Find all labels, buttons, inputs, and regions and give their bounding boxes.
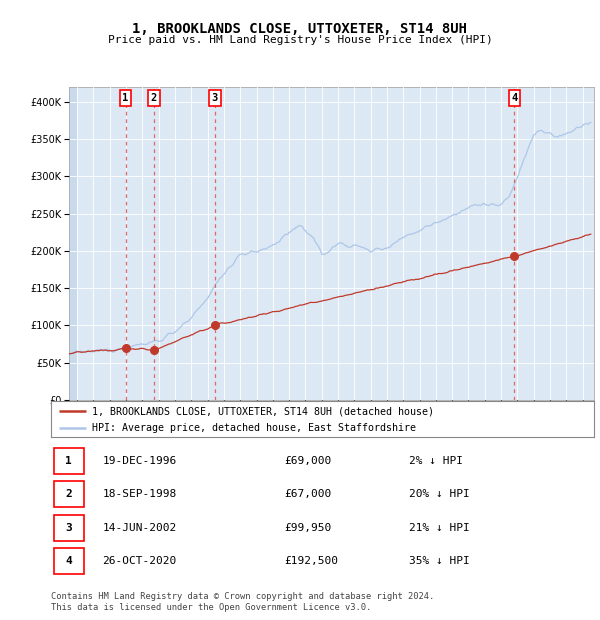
Text: 1, BROOKLANDS CLOSE, UTTOXETER, ST14 8UH (detached house): 1, BROOKLANDS CLOSE, UTTOXETER, ST14 8UH…	[92, 406, 434, 416]
Text: 19-DEC-1996: 19-DEC-1996	[103, 456, 177, 466]
Text: 26-OCT-2020: 26-OCT-2020	[103, 556, 177, 566]
Text: 1: 1	[65, 456, 72, 466]
Bar	[69, 87, 77, 400]
Text: Contains HM Land Registry data © Crown copyright and database right 2024.: Contains HM Land Registry data © Crown c…	[51, 592, 434, 601]
Text: 2: 2	[65, 489, 72, 499]
Text: £69,000: £69,000	[284, 456, 332, 466]
Text: £99,950: £99,950	[284, 523, 332, 533]
Text: 2% ↓ HPI: 2% ↓ HPI	[409, 456, 463, 466]
Text: 1, BROOKLANDS CLOSE, UTTOXETER, ST14 8UH: 1, BROOKLANDS CLOSE, UTTOXETER, ST14 8UH	[133, 22, 467, 36]
Text: 20% ↓ HPI: 20% ↓ HPI	[409, 489, 470, 499]
Text: This data is licensed under the Open Government Licence v3.0.: This data is licensed under the Open Gov…	[51, 603, 371, 612]
FancyBboxPatch shape	[54, 448, 83, 474]
Text: £192,500: £192,500	[284, 556, 338, 566]
Text: 35% ↓ HPI: 35% ↓ HPI	[409, 556, 470, 566]
Text: 3: 3	[212, 93, 218, 103]
Text: 4: 4	[511, 93, 518, 103]
Text: HPI: Average price, detached house, East Staffordshire: HPI: Average price, detached house, East…	[92, 423, 416, 433]
Text: Price paid vs. HM Land Registry's House Price Index (HPI): Price paid vs. HM Land Registry's House …	[107, 35, 493, 45]
Text: 3: 3	[65, 523, 72, 533]
FancyBboxPatch shape	[54, 515, 83, 541]
Text: 2: 2	[151, 93, 157, 103]
FancyBboxPatch shape	[54, 548, 83, 574]
FancyBboxPatch shape	[54, 481, 83, 507]
Bar	[69, 87, 77, 400]
Text: 4: 4	[65, 556, 72, 566]
Text: £67,000: £67,000	[284, 489, 332, 499]
Text: 18-SEP-1998: 18-SEP-1998	[103, 489, 177, 499]
Text: 14-JUN-2002: 14-JUN-2002	[103, 523, 177, 533]
Text: 21% ↓ HPI: 21% ↓ HPI	[409, 523, 470, 533]
Text: 1: 1	[122, 93, 129, 103]
